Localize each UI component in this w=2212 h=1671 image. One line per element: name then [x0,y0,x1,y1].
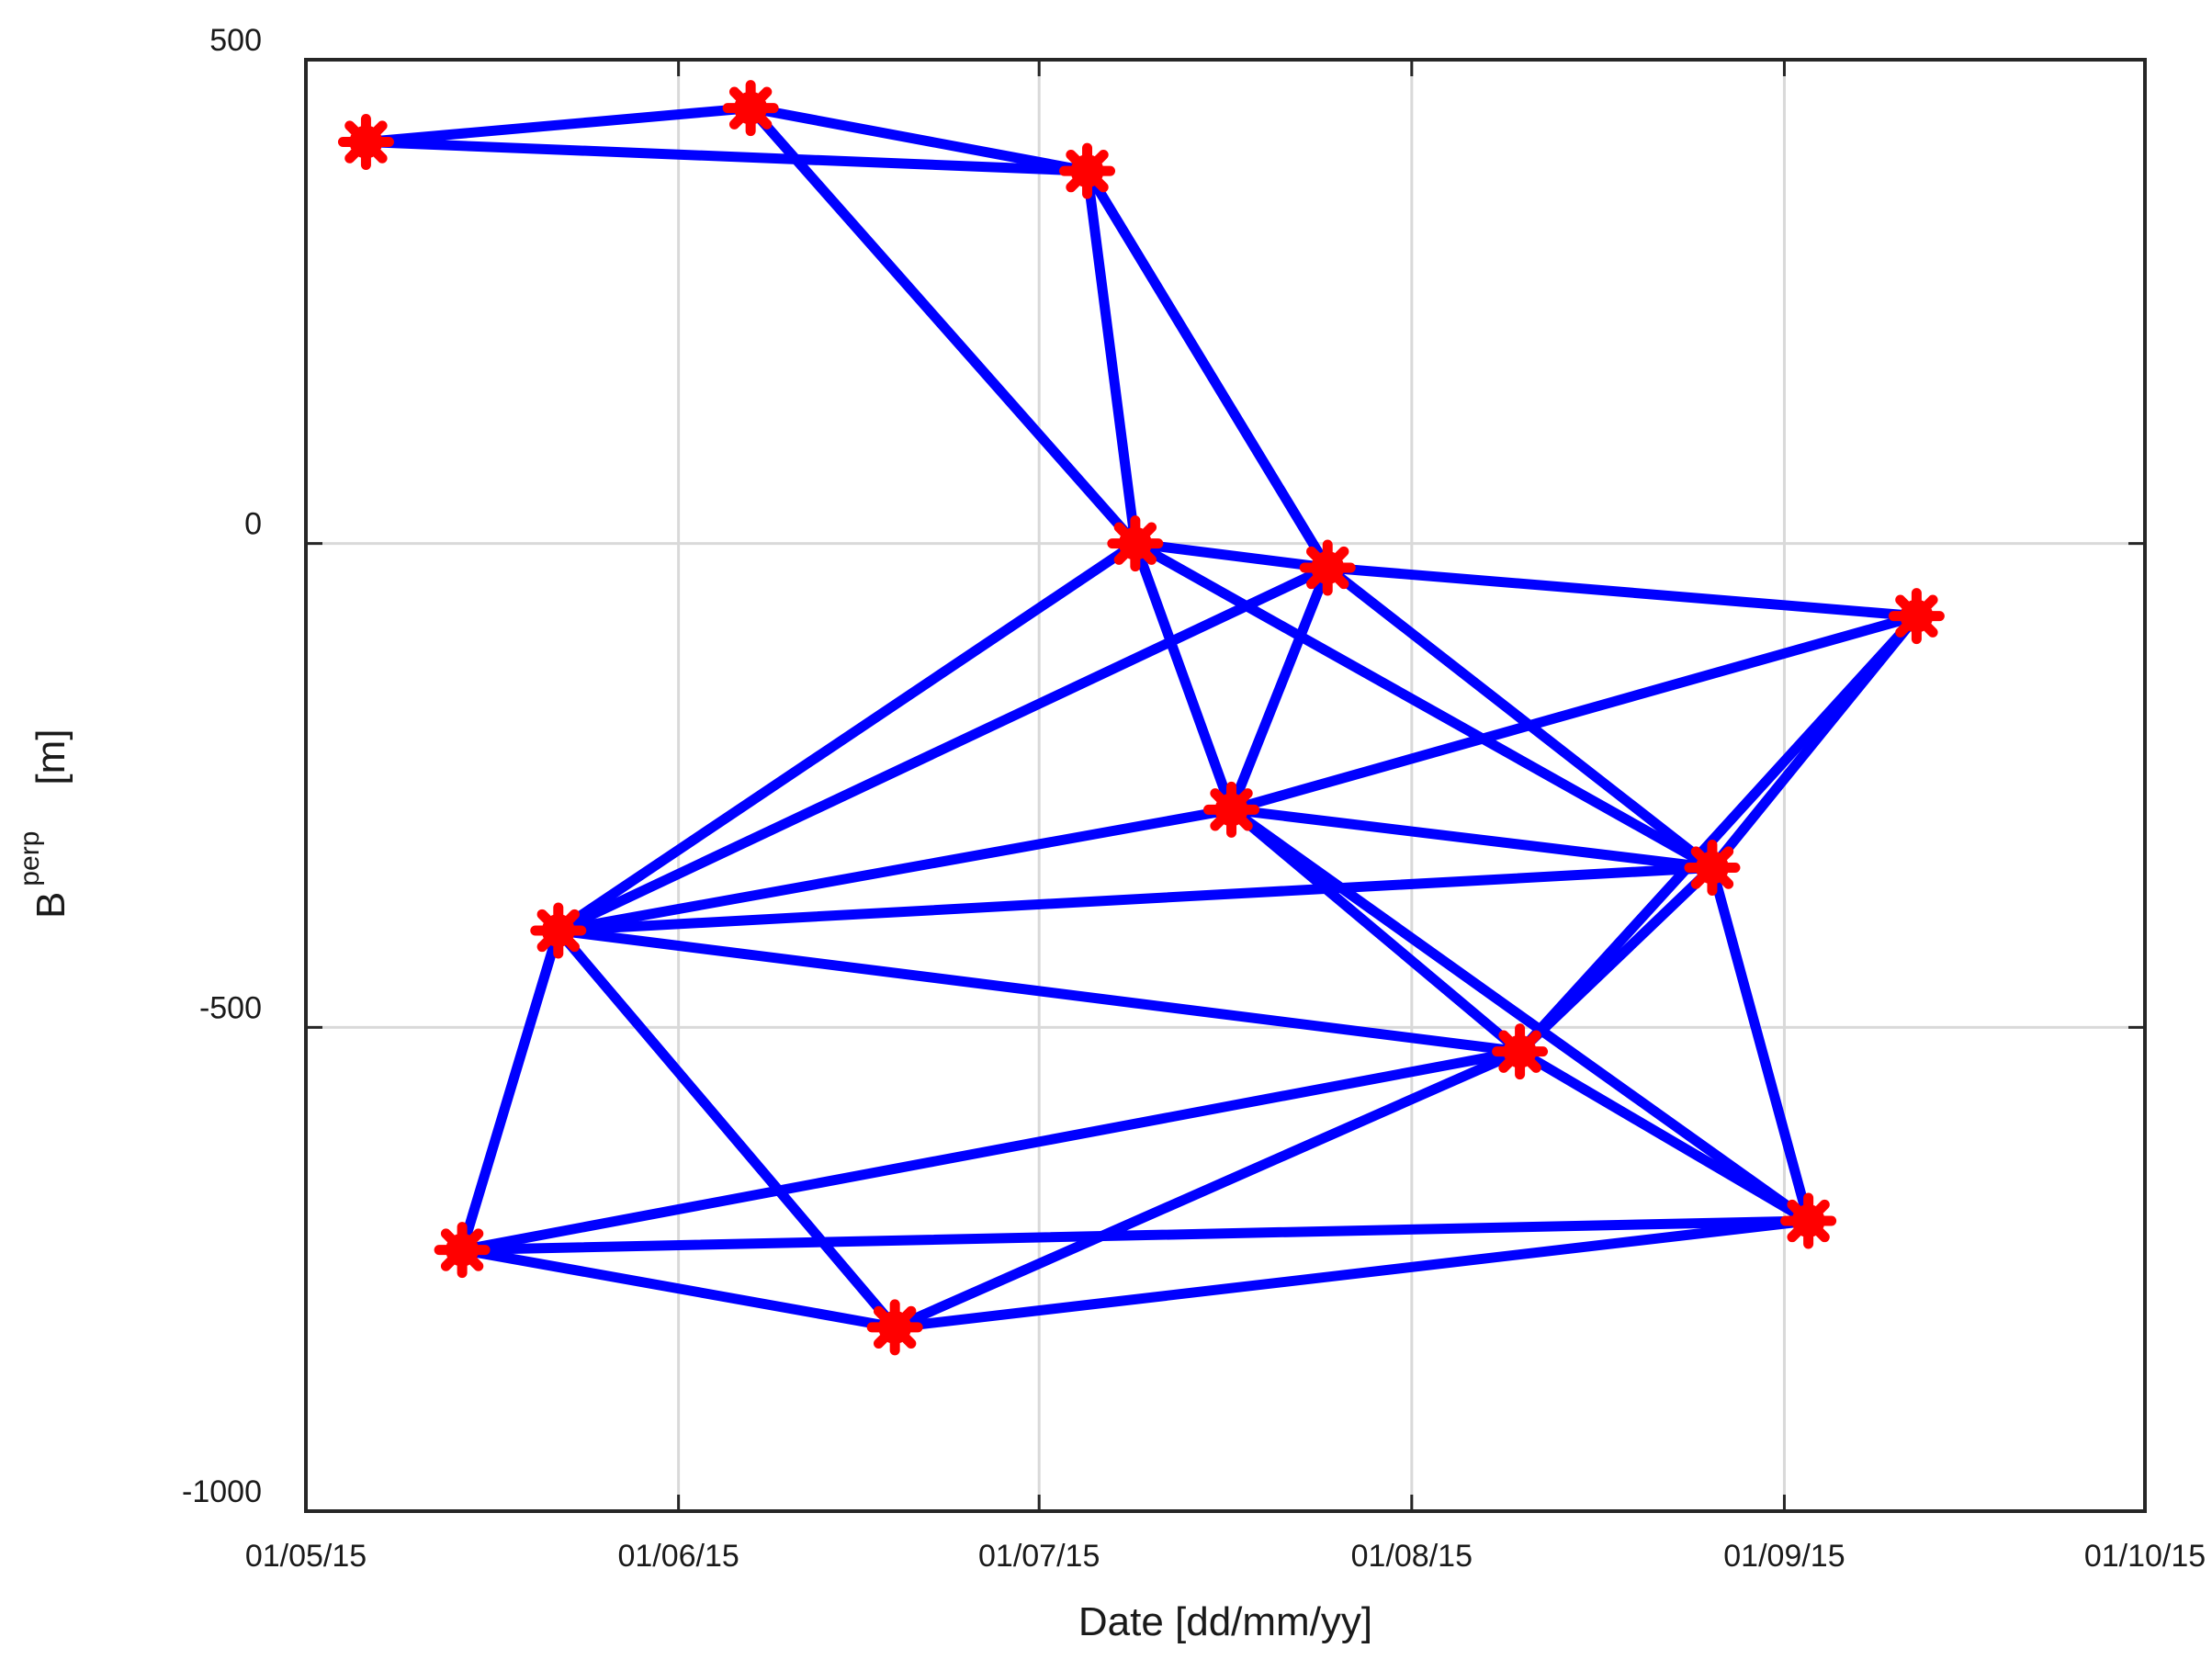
axis-ticks [304,58,2147,1513]
y-axis-label: Bperp [m] [15,728,73,919]
baseline-edge [1515,611,1922,1057]
baseline-edge [1226,611,1922,815]
y-tick-label: -1000 [182,1474,262,1509]
y-axis-label-unit: [m] [28,728,73,785]
x-tick-label: 01/08/15 [1351,1539,1473,1574]
y-tick-label: -500 [199,990,262,1025]
acquisition-marker [1059,142,1116,199]
baseline-edge [457,1215,1814,1256]
plot-frame [304,58,2147,1513]
y-tick-labels: 500 0 -500 -1000 [182,23,262,1509]
baseline-edges [360,103,1922,1333]
acquisition-marker [1888,588,1945,645]
x-tick-label: 01/10/15 [2084,1539,2206,1574]
acquisition-marker [1203,781,1260,838]
baseline-edge [553,562,1333,936]
svg-text:Bperp[m]: Bperp [m] [15,728,73,919]
baseline-edge [1707,863,1814,1226]
acquisition-marker [1299,539,1356,596]
baseline-edge [360,137,1093,176]
baseline-edge [889,1046,1526,1333]
x-tick-label: 01/06/15 [617,1539,739,1574]
x-axis-label: Date [dd/mm/yy] [1078,1599,1372,1644]
baseline-edge [457,925,564,1256]
y-tick-label: 500 [209,23,262,58]
acquisition-marker [434,1222,491,1279]
acquisition-marker [530,902,587,959]
baseline-edge [1322,562,1718,874]
baseline-edge [1226,804,1718,874]
y-axis-label-subscript: perp [15,831,45,886]
baseline-edge [745,103,1141,549]
x-tick-label: 01/05/15 [245,1539,367,1574]
baseline-edge [553,925,900,1333]
acquisition-marker [1684,840,1741,897]
baseline-edge [1082,165,1333,573]
baseline-edge [889,1215,1814,1333]
baseline-edge [745,103,1093,176]
baseline-edge [1130,538,1333,573]
baseline-edge [1082,165,1141,549]
baseline-edge [553,804,1237,936]
y-tick-label: 0 [244,507,262,542]
baseline-edge [553,925,1526,1057]
y-axis-label-main: B [28,892,73,919]
acquisition-marker [1492,1023,1549,1080]
acquisition-marker [1107,515,1164,572]
acquisition-nodes [337,80,1945,1356]
baseline-edge [553,863,1718,936]
x-tick-label: 01/09/15 [1723,1539,1845,1574]
baseline-edge [360,103,756,148]
acquisition-marker [866,1299,923,1356]
baseline-edge [1226,804,1814,1226]
baseline-edge [1515,1046,1814,1226]
baseline-edge [1322,562,1922,622]
baseline-edge [1130,538,1718,874]
baseline-edge [553,538,1141,936]
baseline-edge [1226,562,1333,815]
acquisition-marker [337,114,394,171]
x-tick-label: 01/07/15 [978,1539,1100,1574]
baseline-edge [457,1245,900,1333]
baseline-edge [457,1046,1526,1256]
acquisition-marker [722,80,779,137]
acquisition-marker [1780,1192,1837,1249]
x-tick-labels: 01/05/15 01/06/15 01/07/15 01/08/15 01/09/15… [245,1539,2206,1574]
baseline-edge [1130,538,1237,815]
